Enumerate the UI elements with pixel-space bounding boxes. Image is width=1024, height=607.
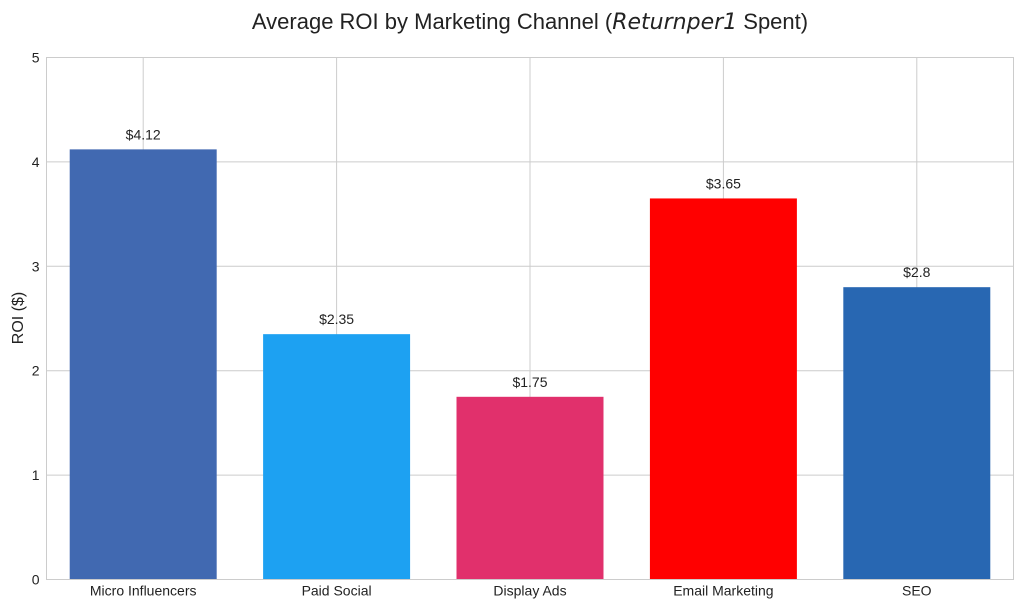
chart-title-prefix: Average ROI by Marketing Channel (: [252, 9, 613, 34]
chart-title-emphasis: Returnper: [612, 10, 725, 35]
data-label: $1.75: [512, 374, 547, 390]
x-tick-label: Display Ads: [493, 583, 566, 599]
x-tick-label: Email Marketing: [673, 583, 773, 599]
data-label: $3.65: [706, 175, 741, 191]
y-tick-label: 3: [32, 258, 40, 274]
bars-layer: [69, 149, 991, 580]
bar-micro-influencers: [69, 149, 217, 580]
data-labels-layer: $4.12 $2.35 $1.75 $3.65 $2.8: [126, 126, 931, 389]
y-tick-label: 2: [32, 363, 40, 379]
x-tick-label: Paid Social: [302, 583, 372, 599]
y-ticks-layer: 0 1 2 3 4 5: [32, 50, 40, 588]
y-tick-label: 5: [32, 50, 40, 66]
x-tick-label: SEO: [902, 583, 932, 599]
chart-title-emphasis-tail: 1: [723, 10, 737, 35]
bar-paid-social: [263, 334, 411, 580]
chart-title-suffix: Spent): [737, 9, 808, 34]
y-axis-label: ROI ($): [10, 292, 27, 344]
x-tick-label: Micro Influencers: [90, 583, 197, 599]
y-tick-label: 1: [32, 467, 40, 483]
data-label: $2.35: [319, 311, 354, 327]
data-label: $2.8: [903, 264, 930, 280]
x-ticks-layer: Micro Influencers Paid Social Display Ads E…: [90, 583, 932, 599]
bar-seo: [843, 287, 991, 580]
bar-display-ads: [456, 396, 604, 580]
bar-email-marketing: [649, 198, 797, 580]
data-label: $4.12: [126, 126, 161, 142]
plot-frame: [46, 57, 1014, 580]
chart-title: Average ROI by Marketing Channel (Return…: [252, 9, 808, 35]
y-tick-label: 0: [32, 572, 40, 588]
y-tick-label: 4: [32, 154, 40, 170]
